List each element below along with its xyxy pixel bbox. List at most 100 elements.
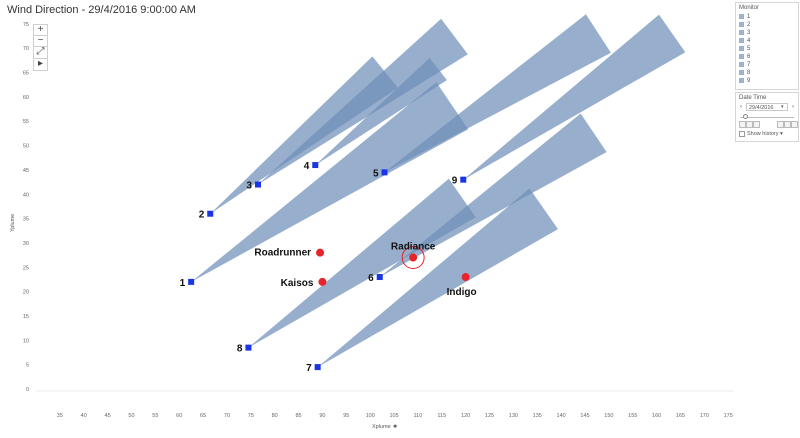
legend-swatch xyxy=(739,30,744,35)
wind-plume-2 xyxy=(210,56,398,214)
y-tick-label: 75 xyxy=(23,22,29,28)
legend-label: 3 xyxy=(747,30,751,36)
stop-button[interactable] xyxy=(746,121,753,128)
x-tick-label: 105 xyxy=(389,413,398,419)
y-tick-label: 25 xyxy=(23,265,29,271)
legend-item[interactable]: 6 xyxy=(736,53,798,61)
y-tick-label: 65 xyxy=(23,71,29,77)
y-tick-label: 60 xyxy=(23,95,29,101)
monitor-label: 1 xyxy=(180,278,186,289)
legend-swatch xyxy=(739,54,744,59)
prev-date-button[interactable]: ‹ xyxy=(740,104,742,110)
legend-item[interactable]: 9 xyxy=(736,77,798,85)
factory-marker-roadrunner[interactable] xyxy=(316,248,325,257)
y-tick-label: 5 xyxy=(26,363,29,369)
datetime-slider[interactable] xyxy=(736,113,798,121)
factory-label: Indigo xyxy=(447,287,477,298)
factory-layer: Roadrunner Kaisos Radiance Indigo xyxy=(254,242,476,298)
legend-label: 7 xyxy=(747,62,751,68)
x-tick-label: 110 xyxy=(414,413,423,419)
x-axis-label-icon: ✱ xyxy=(393,424,398,430)
datetime-row: ‹ 29/4/2016 ▾ › xyxy=(736,103,798,113)
slider-track xyxy=(740,117,794,118)
legend-swatch xyxy=(739,62,744,67)
legend-list: 1 2 3 4 5 6 7 8 9 xyxy=(736,13,798,85)
legend-label: 6 xyxy=(747,54,751,60)
x-tick-label: 80 xyxy=(272,413,278,419)
x-tick-label: 165 xyxy=(676,413,685,419)
legend-item[interactable]: 4 xyxy=(736,37,798,45)
speed-slow-button[interactable] xyxy=(777,121,784,128)
play-icon[interactable]: ▸ xyxy=(33,58,48,71)
chevron-down-icon[interactable]: ▾ xyxy=(778,131,783,137)
checkbox-icon[interactable] xyxy=(739,130,745,137)
y-tick-label: 15 xyxy=(23,314,29,320)
y-tick-label: 10 xyxy=(23,338,29,344)
x-tick-label: 50 xyxy=(128,413,134,419)
wind-plume-7 xyxy=(317,188,558,368)
next-date-button[interactable]: › xyxy=(792,104,794,110)
x-tick-label: 175 xyxy=(724,413,733,419)
monitor-marker-5[interactable] xyxy=(381,169,388,176)
factory-marker-indigo[interactable] xyxy=(461,273,470,282)
legend-swatch xyxy=(739,78,744,83)
monitor-layer: 1 2 3 4 5 6 7 8 9 xyxy=(180,161,467,374)
datetime-select[interactable]: 29/4/2016 xyxy=(746,103,788,111)
x-tick-label: 150 xyxy=(604,413,613,419)
y-axis-label: Yplume xyxy=(10,214,16,232)
y-tick-label: 55 xyxy=(23,119,29,125)
legend-item[interactable]: 8 xyxy=(736,69,798,77)
x-tick-label: 130 xyxy=(509,413,518,419)
legend-label: 8 xyxy=(747,70,751,76)
monitor-marker-9[interactable] xyxy=(460,176,467,183)
legend-item[interactable]: 3 xyxy=(736,29,798,37)
monitor-marker-2[interactable] xyxy=(207,210,214,217)
factory-marker-kaisos[interactable] xyxy=(318,277,327,286)
chevron-down-icon[interactable]: ▾ xyxy=(781,104,784,110)
monitor-marker-8[interactable] xyxy=(245,344,252,351)
step-forward-button[interactable] xyxy=(753,121,760,128)
monitor-label: 5 xyxy=(373,168,379,179)
speed-medium-button[interactable] xyxy=(784,121,791,128)
monitor-label: 4 xyxy=(304,161,310,172)
speed-fast-button[interactable] xyxy=(791,121,798,128)
y-tick-label: 20 xyxy=(23,290,29,296)
monitor-marker-7[interactable] xyxy=(314,364,321,371)
legend-swatch xyxy=(739,46,744,51)
slider-knob[interactable] xyxy=(743,114,748,119)
legend-swatch xyxy=(739,38,744,43)
x-tick-label: 65 xyxy=(200,413,206,419)
legend-swatch xyxy=(739,70,744,75)
x-tick-label: 115 xyxy=(437,413,446,419)
legend-item[interactable]: 2 xyxy=(736,21,798,29)
factory-marker-radiance[interactable] xyxy=(409,253,418,262)
monitor-label: 2 xyxy=(199,210,205,221)
monitor-label: 6 xyxy=(368,273,374,284)
monitor-marker-3[interactable] xyxy=(254,181,261,188)
x-tick-label: 170 xyxy=(700,413,709,419)
wind-plume-4 xyxy=(315,57,447,166)
monitor-label: 7 xyxy=(306,363,312,374)
wind-plume-8 xyxy=(248,178,476,348)
x-tick-label: 85 xyxy=(296,413,302,419)
chart-area: Wind Direction - 29/4/2016 9:00:00 AM 3 5… xyxy=(7,4,733,430)
show-history-toggle[interactable]: Show history ▾ xyxy=(736,130,798,138)
x-tick-label: 125 xyxy=(485,413,494,419)
monitor-legend: Monitor 1 2 3 4 5 6 7 8 9 xyxy=(735,2,799,90)
step-back-button[interactable] xyxy=(739,121,746,128)
monitor-marker-4[interactable] xyxy=(312,162,319,169)
y-tick-label: 70 xyxy=(23,46,29,52)
legend-item[interactable]: 1 xyxy=(736,13,798,21)
playback-controls xyxy=(736,121,798,130)
plume-layer xyxy=(191,14,686,368)
x-tick-label: 75 xyxy=(248,413,254,419)
x-tick-label: 55 xyxy=(152,413,158,419)
chart-title: Wind Direction - 29/4/2016 9:00:00 AM xyxy=(7,4,196,16)
monitor-label: 3 xyxy=(246,181,252,192)
monitor-marker-1[interactable] xyxy=(188,278,195,285)
legend-label: 9 xyxy=(747,78,751,84)
monitor-marker-6[interactable] xyxy=(376,274,383,281)
x-tick-label: 120 xyxy=(461,413,470,419)
legend-item[interactable]: 7 xyxy=(736,61,798,69)
legend-item[interactable]: 5 xyxy=(736,45,798,53)
